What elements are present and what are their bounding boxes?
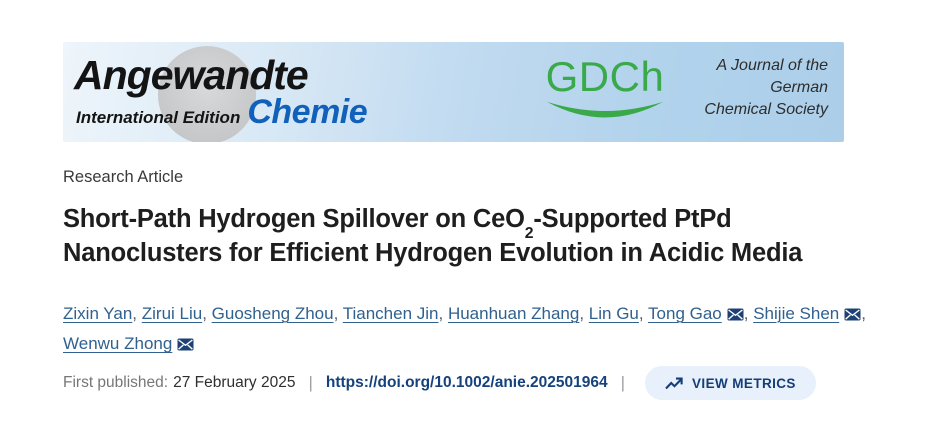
email-icon[interactable]: [177, 338, 194, 351]
separator-pipe: |: [620, 373, 626, 392]
logo-circle-decoration: [158, 46, 256, 142]
author-link[interactable]: Huanhuan Zhang: [447, 304, 580, 323]
author-link[interactable]: Guosheng Zhou: [211, 304, 334, 323]
journal-banner: Angewandte International Edition Chemie …: [63, 42, 844, 142]
article-type-label: Research Article: [63, 168, 184, 186]
author: Wenwu Zhong: [63, 334, 194, 353]
publication-info-row: First published: 27 February 2025 | http…: [63, 366, 816, 400]
trend-up-icon: [665, 377, 683, 389]
view-metrics-button[interactable]: VIEW METRICS: [645, 366, 816, 400]
title-line1-post: -Supported PtPd: [533, 205, 732, 233]
international-edition-label: International Edition: [76, 108, 241, 127]
article-title: Short-Path Hydrogen Spillover on CeO2-Su…: [63, 203, 898, 271]
email-icon[interactable]: [727, 308, 744, 321]
gdch-wordmark: GDCh: [545, 53, 665, 100]
author-link[interactable]: Zixin Yan: [63, 304, 133, 323]
author-separator: ,: [438, 304, 448, 323]
title-subscript: 2: [524, 224, 534, 242]
author-link[interactable]: Zirui Liu: [141, 304, 203, 323]
author-separator: ,: [202, 304, 212, 323]
author-separator: ,: [579, 304, 589, 323]
published-date: 27 February 2025: [173, 374, 296, 391]
view-metrics-label: VIEW METRICS: [692, 375, 796, 391]
angewandte-logo: Angewandte International Edition Chemie: [74, 52, 368, 132]
tagline-line-2: German: [770, 79, 828, 97]
author-list: Zixin Yan, Zirui Liu, Guosheng Zhou, Tia…: [63, 299, 885, 360]
author: Zirui Liu: [142, 304, 202, 323]
title-line2: Nanoclusters for Efficient Hydrogen Evol…: [63, 238, 803, 267]
chemie-wordmark: Chemie: [247, 93, 368, 131]
author-separator: ,: [861, 304, 866, 323]
author-separator: ,: [638, 304, 649, 323]
tagline-line-1: A Journal of the: [716, 57, 828, 74]
author-link[interactable]: Wenwu Zhong: [63, 334, 173, 354]
author: Shijie Shen: [753, 304, 861, 323]
angewandte-subtitle-row: International Edition Chemie: [76, 93, 368, 132]
author-separator: ,: [132, 304, 142, 323]
author: Tianchen Jin: [343, 304, 439, 323]
email-icon[interactable]: [844, 308, 861, 321]
author-separator: ,: [743, 304, 754, 323]
separator-pipe: |: [308, 373, 313, 392]
gdch-logo: GDCh: [535, 53, 675, 123]
author: Guosheng Zhou: [212, 304, 334, 323]
author: Zixin Yan: [63, 304, 132, 323]
author-link[interactable]: Tianchen Jin: [342, 304, 439, 323]
author: Tong Gao: [648, 304, 744, 323]
author-separator: ,: [333, 304, 343, 323]
author: Lin Gu: [589, 304, 639, 323]
author-link[interactable]: Lin Gu: [588, 304, 639, 323]
journal-tagline: A Journal of the German Chemical Society: [704, 55, 828, 121]
angewandte-wordmark: Angewandte: [74, 52, 309, 98]
author-link[interactable]: Tong Gao: [648, 304, 722, 323]
author: Huanhuan Zhang: [448, 304, 579, 323]
title-line1-pre: Short-Path Hydrogen Spillover on CeO: [63, 205, 525, 233]
tagline-line-3: Chemical Society: [704, 101, 828, 119]
first-published-label: First published:: [63, 374, 169, 391]
gdch-swoosh-icon: [546, 101, 664, 118]
doi-link[interactable]: https://doi.org/10.1002/anie.202501964: [325, 374, 608, 391]
author-link[interactable]: Shijie Shen: [753, 304, 840, 323]
